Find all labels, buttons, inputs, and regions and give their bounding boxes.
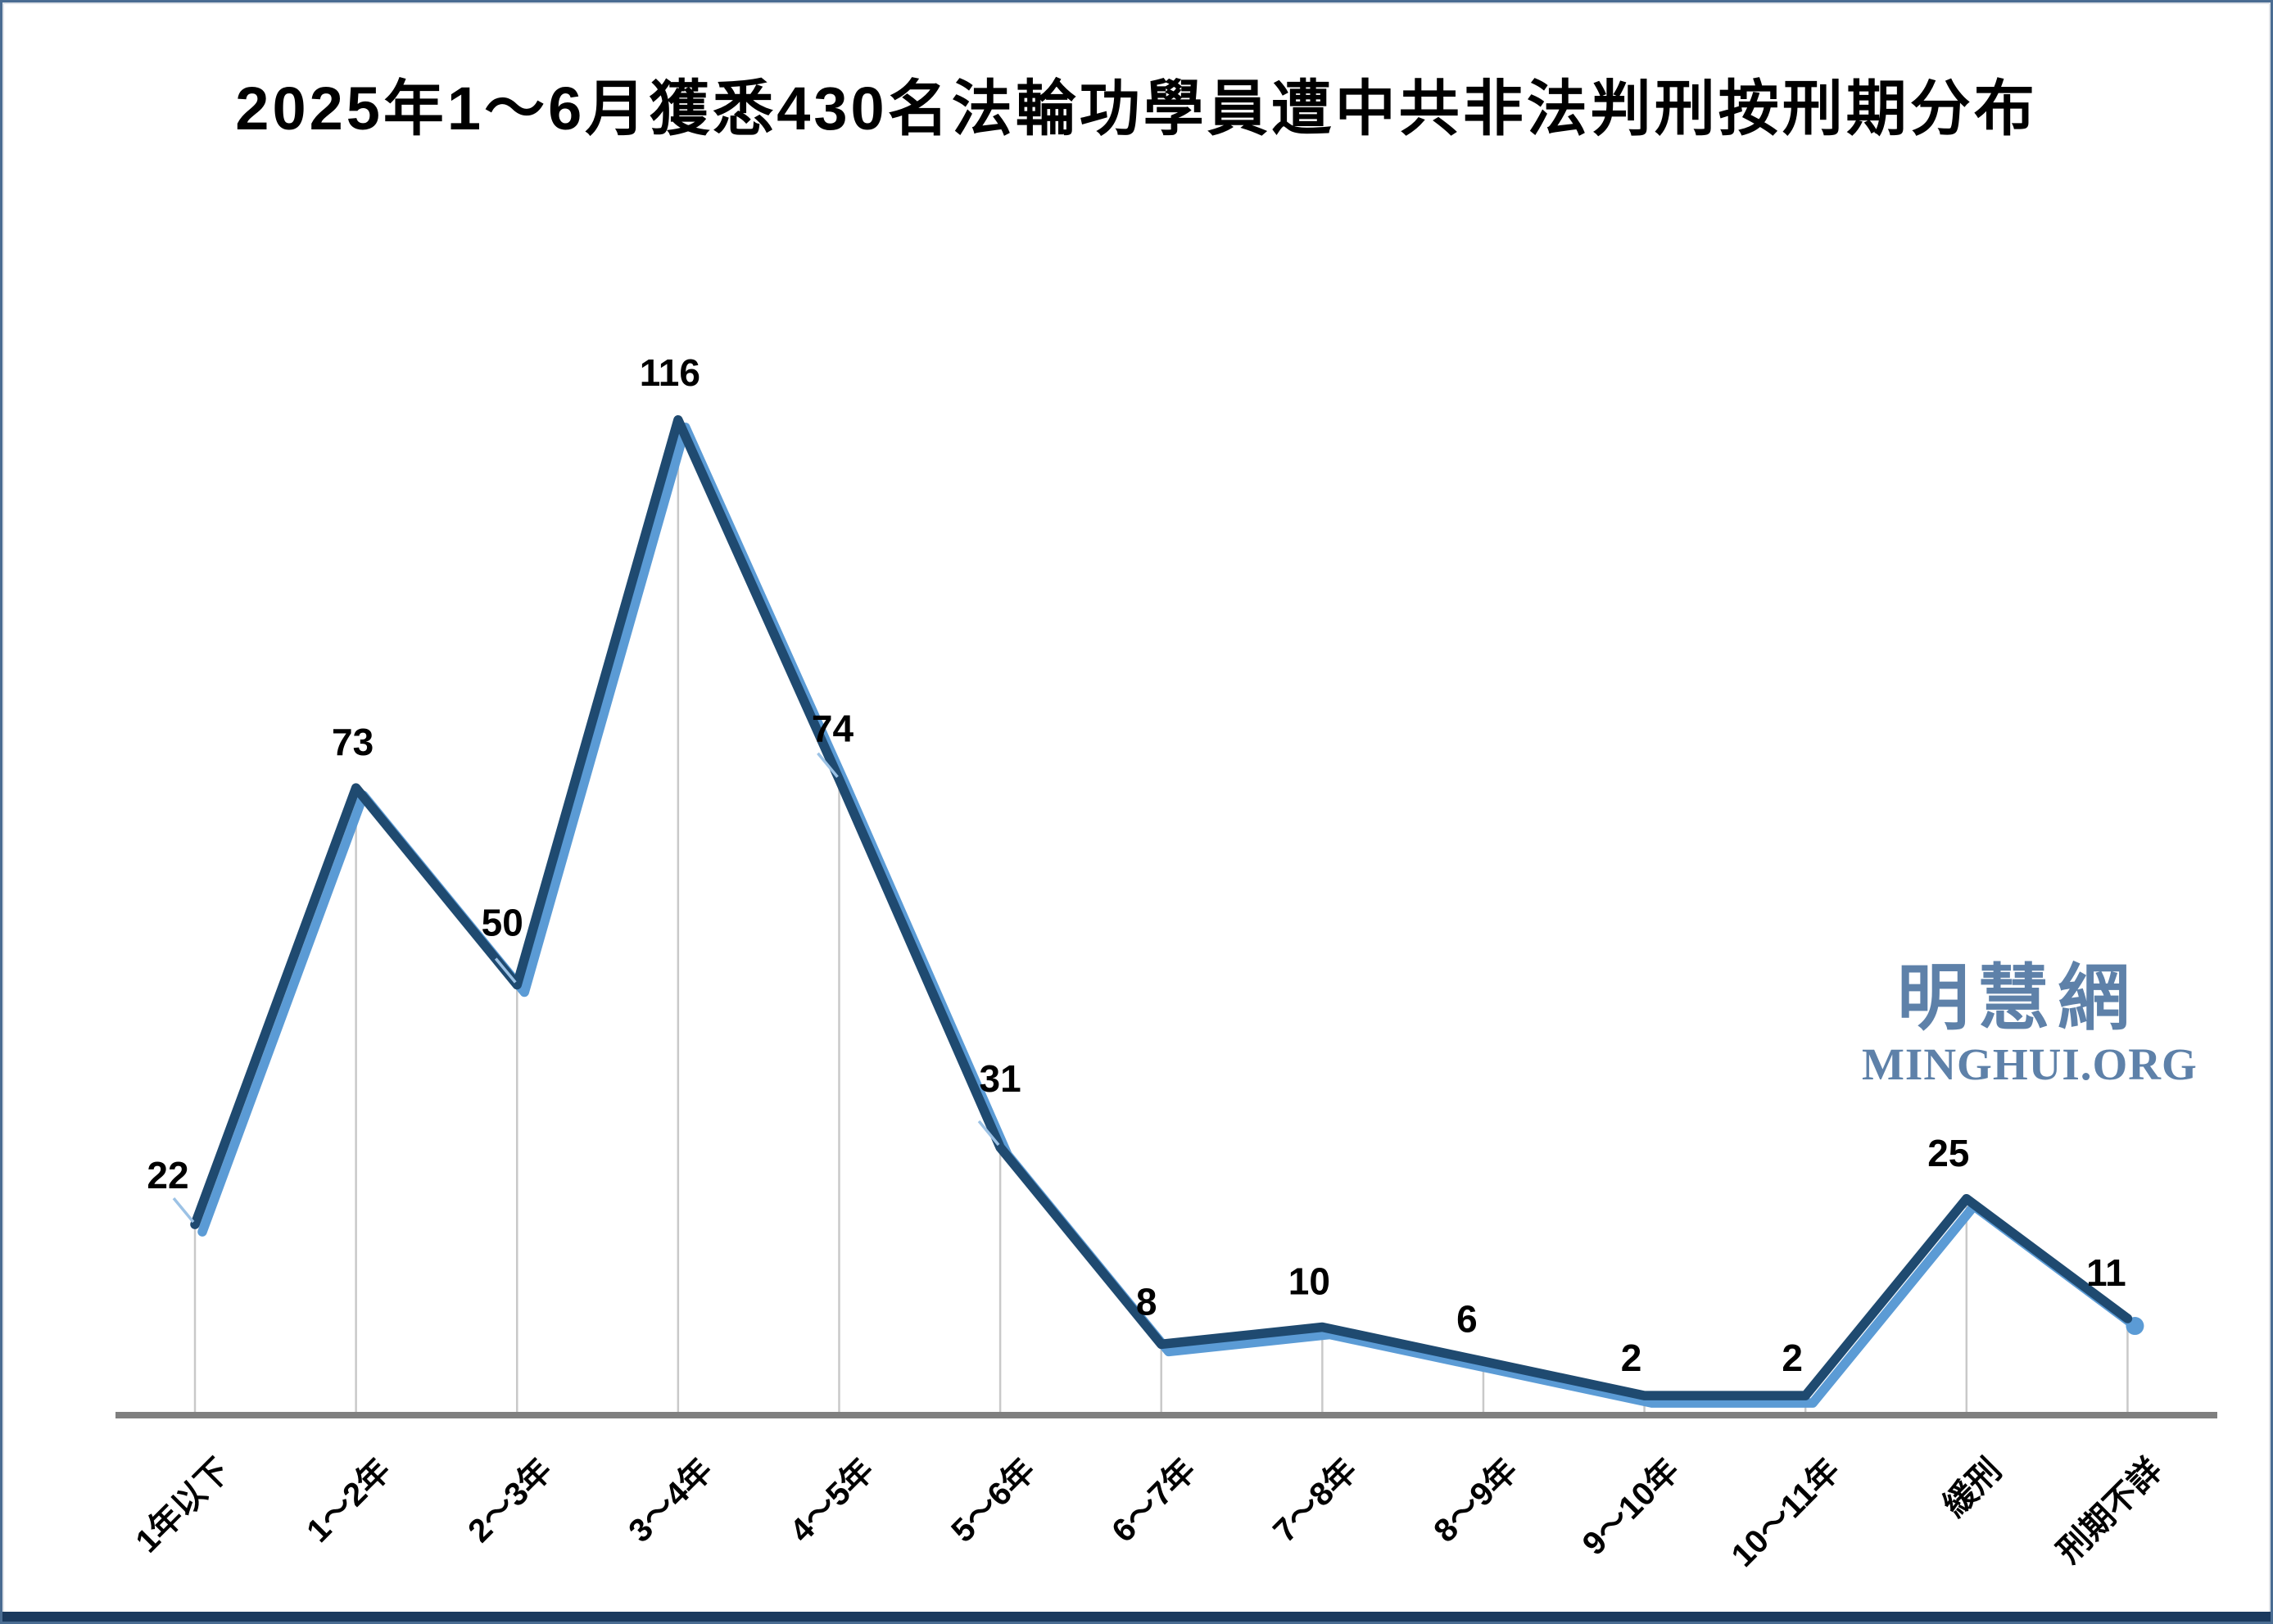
value-label: 116 [640, 351, 700, 394]
series-line-shadow [197, 423, 2140, 1408]
series-line [190, 415, 2133, 1400]
value-label: 22 [147, 1154, 188, 1197]
value-label: 74 [812, 708, 854, 750]
value-label: 6 [1456, 1297, 1478, 1340]
value-label: 10 [1288, 1260, 1330, 1303]
label-leader-0 [172, 1197, 195, 1224]
label-leader-5 [977, 1120, 1000, 1147]
value-label: 50 [482, 902, 523, 944]
bottom-accent-bar [2, 1612, 2271, 1622]
x-axis-line [115, 1412, 2217, 1418]
value-label: 31 [980, 1057, 1021, 1100]
watermark: 明慧網 MINGHUI.ORG [1862, 957, 2198, 1090]
watermark-site-name: MINGHUI.ORG [1862, 1039, 2198, 1090]
watermark-cjk-logo: 明慧網 [1896, 957, 2138, 1038]
chart-title: 2025年1～6月獲悉430名法輪功學員遭中共非法判刑按刑期分布 [235, 75, 2038, 142]
value-label: 25 [1927, 1132, 1969, 1174]
value-label: 2 [1621, 1337, 1642, 1379]
value-label: 2 [1782, 1337, 1803, 1379]
value-label: 8 [1136, 1280, 1157, 1323]
value-label: 11 [2086, 1251, 2126, 1294]
value-label: 73 [332, 721, 374, 763]
label-leader-4 [817, 752, 839, 778]
label-leader-2 [494, 957, 517, 984]
